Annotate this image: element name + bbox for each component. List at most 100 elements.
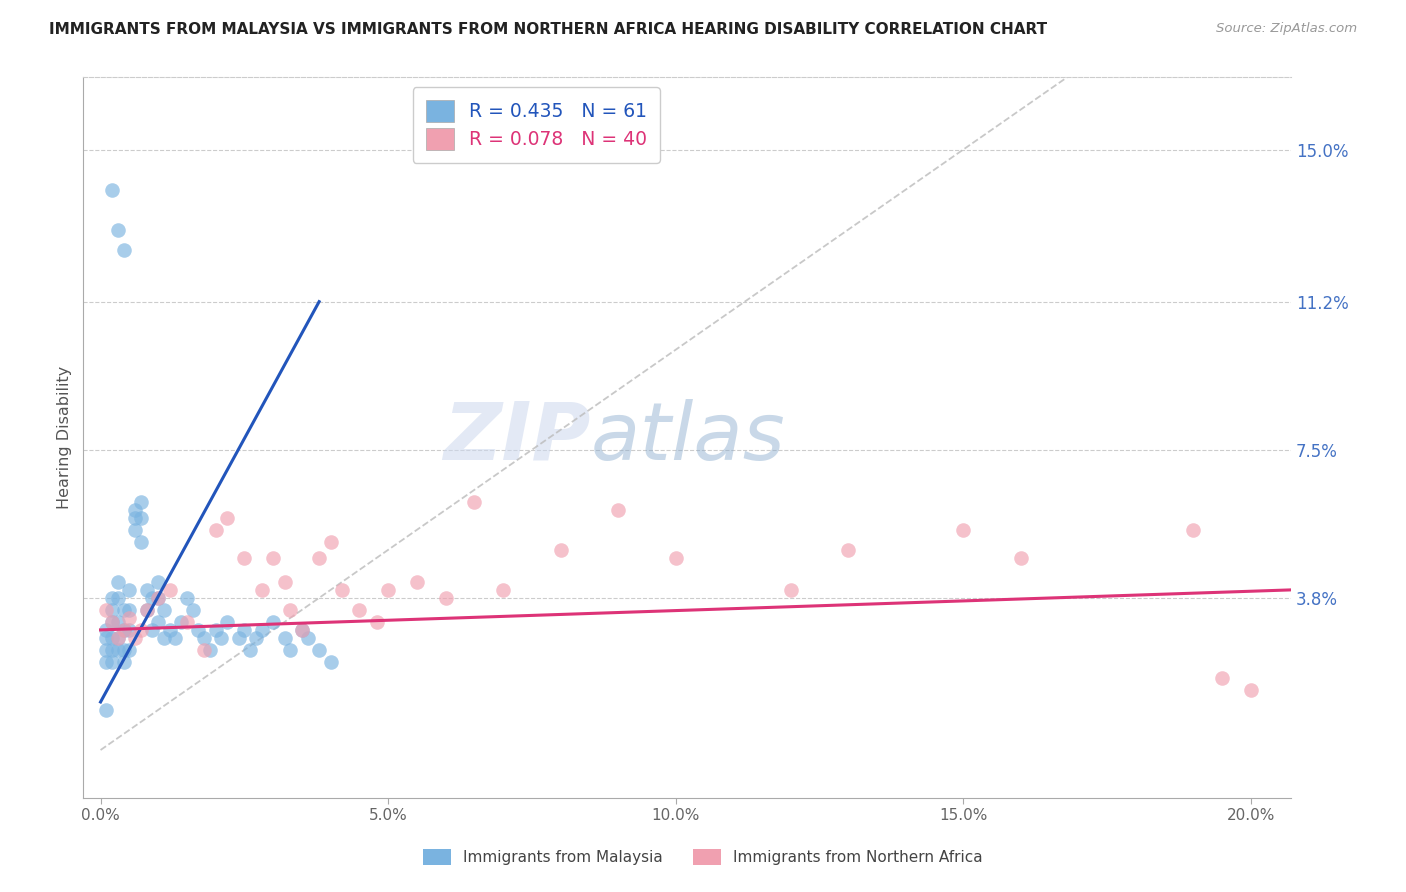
Point (1211, 671, 1233, 685)
Point (96, 631, 118, 645)
Point (319, 655, 342, 669)
Point (135, 603, 157, 617)
Point (118, 603, 141, 617)
Point (1010, 550, 1032, 565)
Point (1182, 523, 1205, 537)
Point (101, 591, 124, 605)
Y-axis label: Hearing Disability: Hearing Disability (58, 366, 72, 509)
Point (228, 631, 250, 645)
Point (101, 631, 124, 645)
Point (181, 603, 204, 617)
Point (463, 495, 485, 509)
Point (319, 534, 342, 549)
Point (107, 643, 129, 657)
Point (135, 582, 157, 597)
Point (112, 603, 135, 617)
Point (170, 615, 193, 629)
Point (291, 623, 314, 637)
Point (146, 574, 169, 589)
Point (233, 550, 256, 565)
Point (146, 591, 169, 605)
Point (101, 603, 124, 617)
Point (112, 643, 135, 657)
Point (118, 643, 141, 657)
Point (124, 503, 146, 517)
Point (107, 222, 129, 236)
Point (366, 615, 388, 629)
Point (280, 643, 302, 657)
Point (129, 534, 152, 549)
Text: Source: ZipAtlas.com: Source: ZipAtlas.com (1216, 22, 1357, 36)
Point (124, 511, 146, 525)
Point (101, 655, 124, 669)
Point (129, 511, 152, 525)
Point (112, 623, 135, 637)
Point (204, 623, 226, 637)
Point (96, 703, 118, 717)
Point (96, 603, 118, 617)
Point (124, 523, 146, 537)
Point (141, 591, 163, 605)
Point (217, 615, 239, 629)
Point (101, 182, 124, 196)
Legend: R = 0.435   N = 61, R = 0.078   N = 40: R = 0.435 N = 61, R = 0.078 N = 40 (412, 87, 659, 163)
Point (377, 582, 399, 597)
Point (239, 643, 262, 657)
Point (153, 603, 176, 617)
Point (250, 623, 273, 637)
Point (250, 582, 273, 597)
Point (665, 550, 688, 565)
Point (96, 655, 118, 669)
Point (209, 631, 232, 645)
Point (107, 574, 129, 589)
Point (96, 623, 118, 637)
Point (245, 631, 267, 645)
Point (101, 615, 124, 629)
Text: IMMIGRANTS FROM MALAYSIA VS IMMIGRANTS FROM NORTHERN AFRICA HEARING DISABILITY C: IMMIGRANTS FROM MALAYSIA VS IMMIGRANTS F… (49, 22, 1047, 37)
Point (308, 550, 330, 565)
Point (297, 631, 319, 645)
Point (837, 542, 859, 557)
Point (112, 655, 135, 669)
Point (107, 631, 129, 645)
Point (187, 623, 209, 637)
Point (1240, 683, 1263, 698)
Text: atlas: atlas (591, 399, 786, 476)
Point (193, 631, 215, 645)
Point (262, 550, 284, 565)
Point (434, 591, 457, 605)
Point (146, 591, 169, 605)
Point (779, 582, 801, 597)
Legend: Immigrants from Malaysia, Immigrants from Northern Africa: Immigrants from Malaysia, Immigrants fro… (418, 843, 988, 871)
Point (273, 574, 295, 589)
Point (492, 582, 515, 597)
Point (118, 611, 141, 625)
Point (349, 603, 371, 617)
Point (112, 243, 135, 257)
Text: ZIP: ZIP (443, 399, 591, 476)
Point (550, 542, 572, 557)
Point (262, 615, 284, 629)
Point (159, 582, 181, 597)
Point (153, 631, 176, 645)
Point (193, 643, 215, 657)
Point (308, 643, 330, 657)
Point (112, 623, 135, 637)
Point (146, 615, 169, 629)
Point (135, 603, 157, 617)
Point (141, 623, 163, 637)
Point (107, 615, 129, 629)
Point (176, 591, 198, 605)
Point (291, 623, 314, 637)
Point (124, 631, 146, 645)
Point (280, 603, 302, 617)
Point (952, 523, 974, 537)
Point (273, 631, 295, 645)
Point (118, 623, 141, 637)
Point (330, 582, 353, 597)
Point (607, 503, 630, 517)
Point (406, 574, 429, 589)
Point (198, 643, 221, 657)
Point (107, 591, 129, 605)
Point (96, 643, 118, 657)
